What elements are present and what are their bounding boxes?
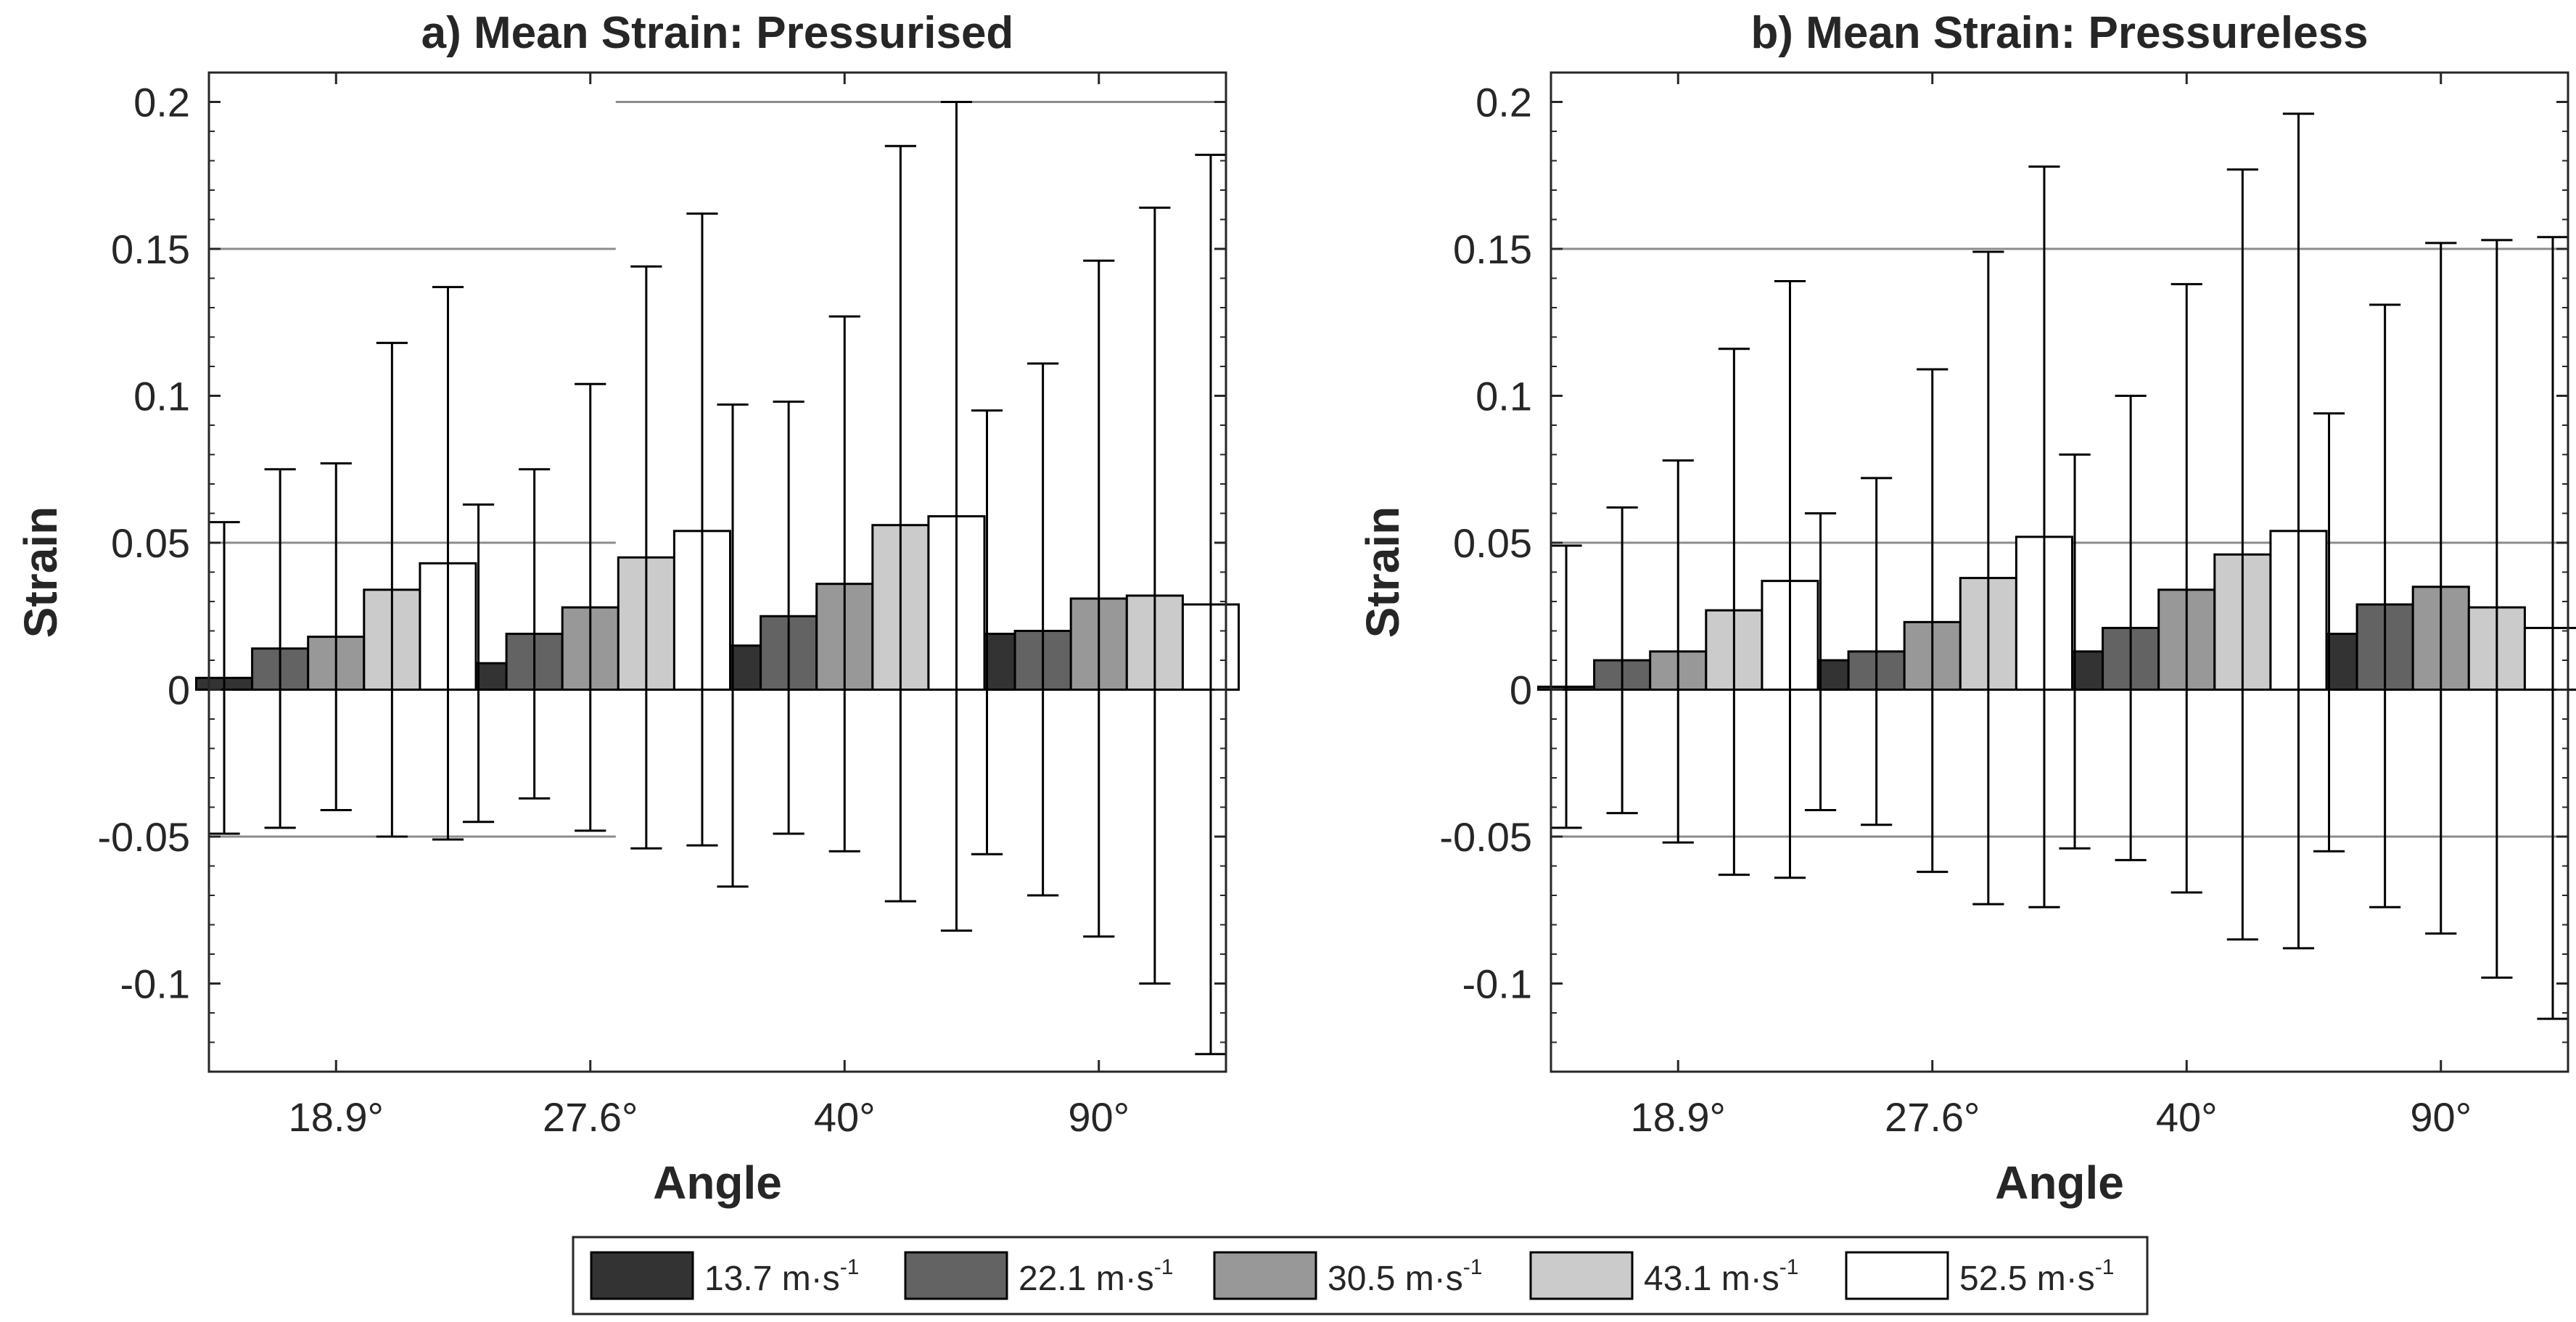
- y-tick-label: 0.1: [133, 374, 190, 419]
- legend-swatch: [904, 1251, 1008, 1300]
- legend-swatch: [1845, 1251, 1949, 1300]
- y-tick-label: -0.05: [97, 814, 190, 860]
- legend-swatch: [590, 1251, 694, 1300]
- legend-label: 13.7 m·s-1: [704, 1255, 859, 1298]
- x-tick-label: 90°: [2410, 1094, 2472, 1140]
- legend-label-value: 43.1 m·s: [1644, 1260, 1779, 1298]
- x-tick-label: 40°: [2156, 1094, 2218, 1140]
- chart-title: a) Mean Strain: Pressurised: [421, 8, 1014, 58]
- x-tick-label: 27.6°: [543, 1094, 638, 1140]
- y-tick-label: 0: [168, 668, 190, 713]
- y-tick-label: 0.15: [1453, 226, 1532, 272]
- legend-label-exponent: -1: [1463, 1255, 1483, 1279]
- legend-label: 43.1 m·s-1: [1644, 1255, 1798, 1298]
- y-tick-label: 0: [1510, 668, 1532, 713]
- x-axis-label: Angle: [1995, 1157, 2124, 1209]
- y-tick-label: -0.05: [1439, 814, 1532, 860]
- y-tick-label: 0.05: [1453, 520, 1532, 566]
- legend-label-value: 13.7 m·s: [704, 1260, 840, 1298]
- chart-title: b) Mean Strain: Pressureless: [1750, 8, 2368, 58]
- y-axis-label: Strain: [1357, 506, 1409, 638]
- legend-label-exponent: -1: [1154, 1255, 1174, 1279]
- y-tick-label: 0.1: [1476, 374, 1532, 419]
- legend-label: 22.1 m·s-1: [1019, 1255, 1173, 1298]
- legend-swatch: [1529, 1251, 1634, 1300]
- legend-swatch: [1213, 1251, 1317, 1300]
- x-tick-label: 18.9°: [1631, 1094, 1726, 1140]
- legend-label-exponent: -1: [1779, 1255, 1799, 1279]
- legend-label-value: 30.5 m·s: [1328, 1260, 1463, 1298]
- legend-label-exponent: -1: [840, 1255, 860, 1279]
- legend-label-exponent: -1: [2095, 1255, 2115, 1279]
- legend: 13.7 m·s-1 22.1 m·s-1 30.5 m·s-1 43.1 m·s-1…: [572, 1236, 2149, 1315]
- y-tick-label: -0.1: [120, 961, 191, 1007]
- y-tick-label: 0.15: [111, 226, 190, 272]
- y-tick-label: 0.05: [111, 520, 190, 566]
- y-tick-label: 0.2: [1476, 80, 1532, 126]
- x-axis-label: Angle: [653, 1157, 782, 1209]
- y-tick-label: 0.2: [133, 80, 190, 126]
- x-tick-label: 90°: [1068, 1094, 1129, 1140]
- panel-pressureless: -0.1 -0.05 0 0.05 0.1 0.15 0.2 18.9° 27.6° 40° 90°…: [1357, 8, 2576, 1209]
- y-axis-label: Strain: [15, 506, 67, 638]
- legend-label: 30.5 m·s-1: [1328, 1255, 1482, 1298]
- y-tick-label: -0.1: [1462, 961, 1533, 1007]
- legend-label-value: 22.1 m·s: [1019, 1260, 1154, 1298]
- legend-label-value: 52.5 m·s: [1959, 1260, 2095, 1298]
- x-tick-label: 40°: [814, 1094, 876, 1140]
- x-tick-label: 27.6°: [1885, 1094, 1980, 1140]
- panel-pressurised: -0.1 -0.05 0 0.05 0.1 0.15 0.2 18.9° 27.6° 40° 90°…: [15, 8, 1240, 1209]
- x-tick-label: 18.9°: [289, 1094, 384, 1140]
- legend-label: 52.5 m·s-1: [1959, 1255, 2114, 1298]
